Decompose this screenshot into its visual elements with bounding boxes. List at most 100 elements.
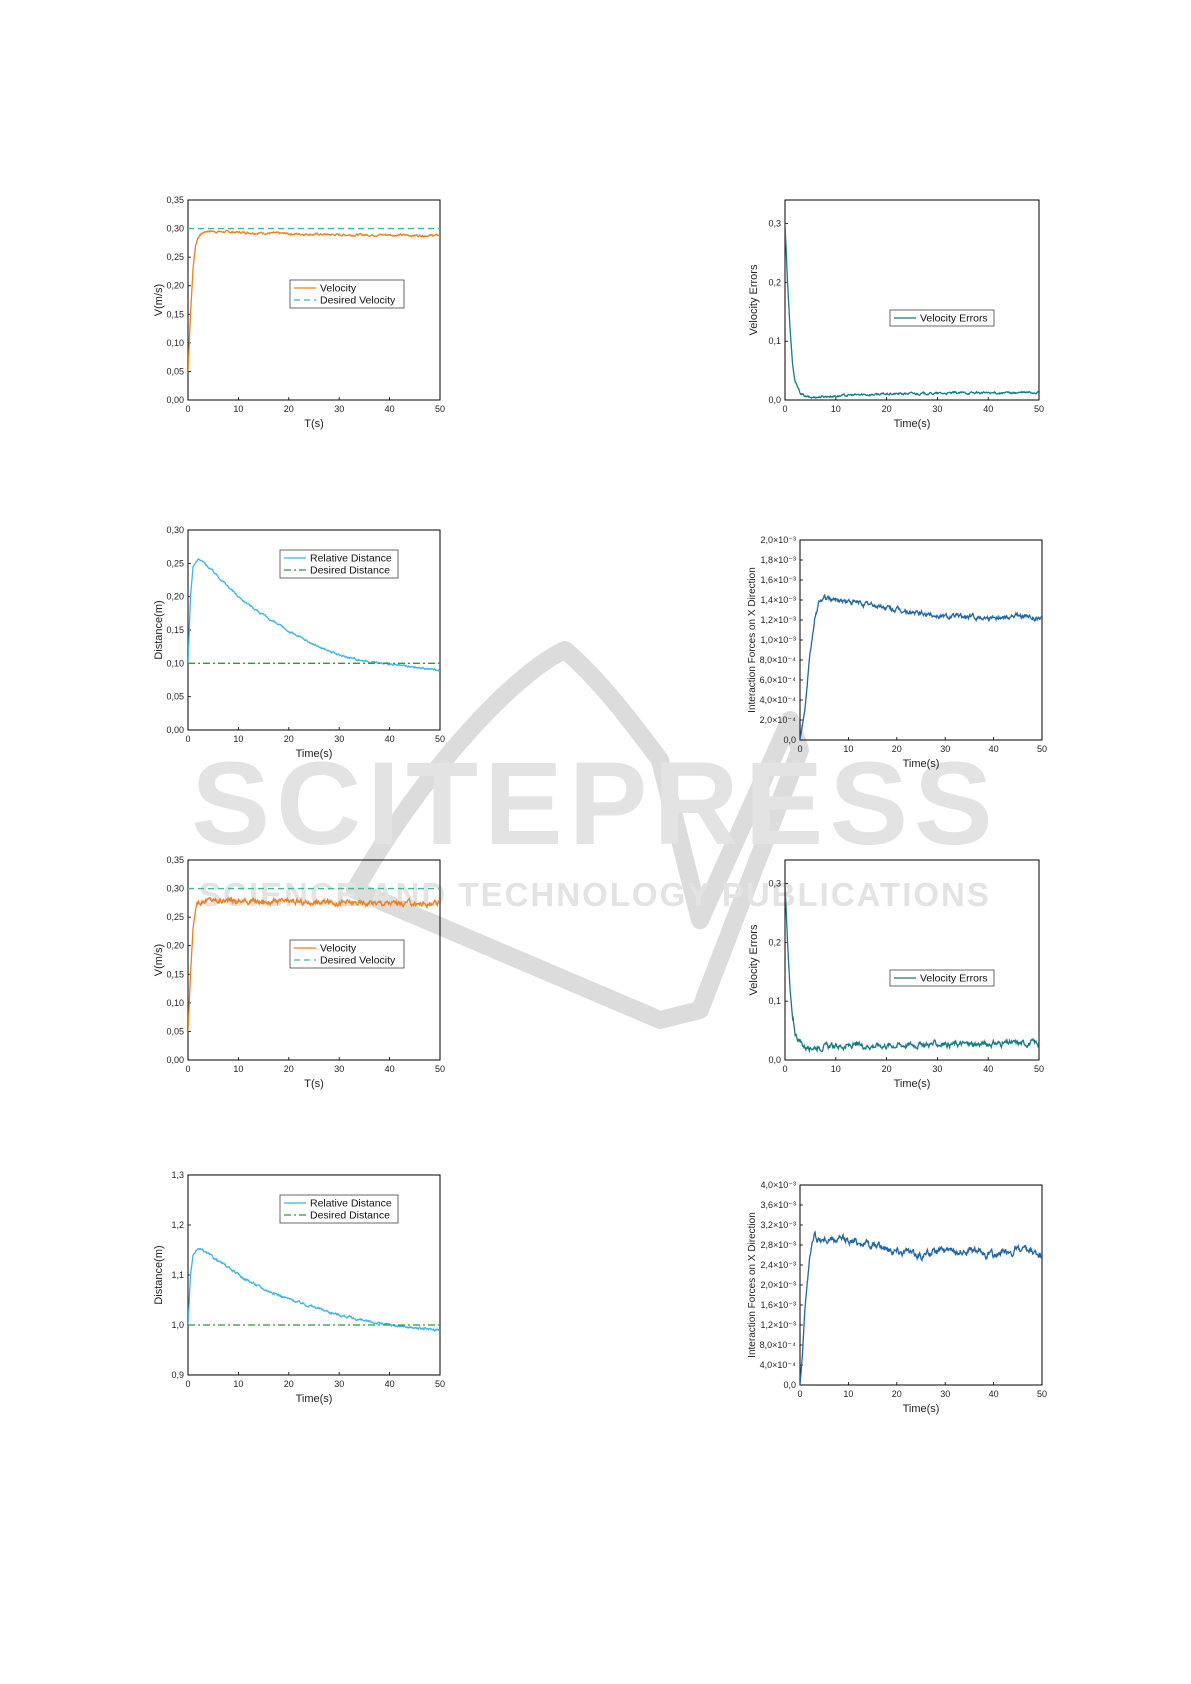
y-tick-label: 1,0: [171, 1320, 184, 1330]
x-tick-label: 50: [435, 734, 445, 744]
y-axis-label: Interaction Forces on X Direction: [747, 1212, 758, 1358]
y-tick-label: 6,0×10⁻⁴: [760, 675, 797, 685]
y-axis-label: Interaction Forces on X Direction: [747, 567, 758, 713]
x-tick-label: 50: [435, 1064, 445, 1074]
y-tick-label: 1,8×10⁻³: [760, 555, 796, 565]
legend-box: [289, 939, 405, 969]
chart-velocity-errors-case1: 0 10 20 30 40 50 0,0 0,1 0,2 0,3 Time(s) Velocity E…: [748, 199, 1044, 430]
y-tick-label: 0,25: [166, 912, 184, 922]
x-tick-label: 30: [932, 1064, 942, 1074]
x-tick-label: 30: [334, 1379, 344, 1389]
x-axis-label: Time(s): [894, 1078, 931, 1090]
x-tick-label: 30: [334, 734, 344, 744]
legend-box: [279, 1194, 399, 1224]
legend-box: [279, 549, 399, 579]
legend-label: Desired Velocity: [320, 955, 396, 967]
y-tick-label: 1,2×10⁻³: [760, 1320, 796, 1330]
y-tick-label: 0,9: [171, 1370, 184, 1380]
y-tick-label: 8,0×10⁻⁴: [760, 655, 797, 665]
y-tick-label: 0,2: [768, 937, 781, 947]
y-tick-label: 1,6×10⁻³: [760, 575, 796, 585]
y-tick-label: 0,0: [768, 1055, 781, 1065]
x-axis-label: T(s): [304, 1078, 324, 1090]
legend-label: Velocity Errors: [920, 313, 988, 325]
x-tick-label: 0: [185, 404, 190, 414]
series-line-0: [800, 1229, 1042, 1385]
y-tick-label: 0,30: [166, 224, 184, 234]
y-tick-label: 0,20: [166, 592, 184, 602]
x-tick-label: 40: [385, 1379, 395, 1389]
y-tick-label: 0,15: [166, 309, 184, 319]
y-tick-label: 0,0: [768, 395, 781, 405]
x-tick-label: 10: [843, 1389, 853, 1399]
legend-label: Desired Distance: [310, 1210, 390, 1222]
y-tick-label: 0,25: [166, 252, 184, 262]
x-tick-label: 40: [983, 404, 993, 414]
x-tick-label: 30: [940, 744, 950, 754]
x-tick-label: 50: [1034, 404, 1044, 414]
y-axis-label: V(m/s): [153, 284, 165, 316]
x-tick-label: 40: [385, 404, 395, 414]
x-axis-label: Time(s): [894, 418, 931, 430]
chart-velocity-errors-case2: 0 10 20 30 40 50 0,0 0,1 0,2 0,3 Time(s) Velocity E…: [748, 859, 1044, 1090]
y-tick-label: 0,15: [166, 625, 184, 635]
plot-frame: [187, 199, 441, 401]
x-tick-label: 50: [435, 1379, 445, 1389]
y-tick-label: 0,10: [166, 998, 184, 1008]
legend-box: [889, 309, 995, 327]
x-tick-label: 40: [983, 1064, 993, 1074]
x-tick-label: 20: [284, 404, 294, 414]
x-tick-label: 50: [435, 404, 445, 414]
y-tick-label: 0,30: [166, 884, 184, 894]
x-axis-label: Time(s): [296, 748, 333, 760]
y-tick-label: 0,0: [783, 735, 796, 745]
y-tick-label: 3,6×10⁻³: [760, 1200, 796, 1210]
plot-frame: [187, 859, 441, 1061]
y-tick-label: 2,8×10⁻³: [760, 1240, 796, 1250]
legend-label: Velocity: [320, 943, 357, 955]
chart-velocity-case2: 0 10 20 30 40 50 0,00 0,05 0,10 0,15 0,20 0,25 0,30 0…: [153, 855, 445, 1090]
x-tick-label: 40: [989, 1389, 999, 1399]
legend-label: Velocity: [320, 283, 357, 295]
legend-label: Desired Velocity: [320, 295, 396, 307]
y-tick-label: 0,0: [783, 1380, 796, 1390]
y-tick-label: 4,0×10⁻⁴: [760, 695, 797, 705]
y-tick-label: 0,05: [166, 366, 184, 376]
y-tick-label: 8,0×10⁻⁴: [760, 1340, 797, 1350]
x-tick-label: 30: [334, 1064, 344, 1074]
y-tick-label: 0,35: [166, 855, 184, 865]
y-tick-label: 1,2: [171, 1220, 184, 1230]
x-tick-label: 0: [782, 1064, 787, 1074]
legend-label: Desired Distance: [310, 565, 390, 577]
x-tick-label: 30: [932, 404, 942, 414]
series-line-0: [785, 223, 1039, 400]
y-tick-label: 1,3: [171, 1170, 184, 1180]
x-tick-label: 40: [989, 744, 999, 754]
x-tick-label: 20: [882, 1064, 892, 1074]
y-tick-label: 4,0×10⁻³: [760, 1180, 796, 1190]
y-tick-label: 1,4×10⁻³: [760, 595, 796, 605]
x-tick-label: 0: [797, 744, 802, 754]
x-tick-label: 10: [233, 404, 243, 414]
x-tick-label: 10: [831, 1064, 841, 1074]
x-tick-label: 0: [185, 734, 190, 744]
y-tick-label: 2,0×10⁻³: [760, 1280, 796, 1290]
chart-velocity-case1: 0 10 20 30 40 50 0,00 0,05 0,10 0,15 0,20 0,25 0,30 0…: [153, 195, 445, 430]
x-tick-label: 50: [1034, 1064, 1044, 1074]
legend-label: Relative Distance: [310, 1198, 392, 1210]
y-tick-label: 2,4×10⁻³: [760, 1260, 796, 1270]
series-line-0: [188, 1247, 440, 1332]
x-tick-label: 10: [233, 734, 243, 744]
y-tick-label: 2,0×10⁻⁴: [760, 715, 797, 725]
y-tick-label: 1,6×10⁻³: [760, 1300, 796, 1310]
x-tick-label: 10: [843, 744, 853, 754]
x-tick-label: 0: [185, 1379, 190, 1389]
x-tick-label: 0: [797, 1389, 802, 1399]
x-tick-label: 50: [1037, 1389, 1047, 1399]
plot-frame: [784, 199, 1040, 401]
y-tick-label: 0,05: [166, 1026, 184, 1036]
y-tick-label: 0,35: [166, 195, 184, 205]
plot-frame: [799, 1184, 1043, 1386]
legend-label: Velocity Errors: [920, 973, 988, 985]
y-tick-label: 0,2: [768, 277, 781, 287]
